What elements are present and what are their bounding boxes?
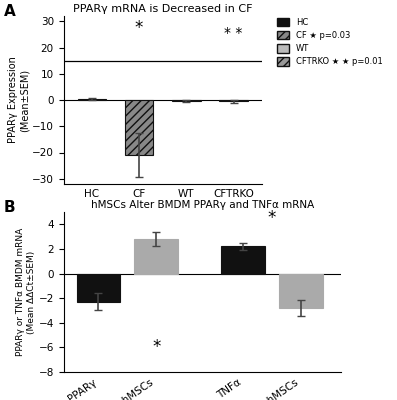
Y-axis label: PPARγ Expression
(Mean±SEM): PPARγ Expression (Mean±SEM) (8, 56, 29, 144)
Text: *: * (152, 338, 160, 356)
Bar (279, 274, 323, 308)
Text: B: B (4, 200, 15, 215)
Text: *: * (268, 209, 276, 227)
Title: PPARγ mRNA is Decreased in CF: PPARγ mRNA is Decreased in CF (73, 4, 252, 14)
Legend: HC, CF ★ p=0.03, WT, CFTRKO ★ ★ p=0.01: HC, CF ★ p=0.03, WT, CFTRKO ★ ★ p=0.01 (276, 17, 384, 67)
Bar (172, 100, 200, 101)
Text: * *: * * (224, 26, 243, 40)
Bar (221, 246, 265, 274)
Text: *: * (135, 19, 143, 37)
Text: A: A (4, 4, 16, 19)
Bar (220, 100, 248, 101)
Title: hMSCs Alter BMDM PPARγ and TNFα mRNA: hMSCs Alter BMDM PPARγ and TNFα mRNA (91, 200, 314, 210)
Y-axis label: PPARγ or TNFα BMDM mRNA
(Mean ΔΔCt±SEM): PPARγ or TNFα BMDM mRNA (Mean ΔΔCt±SEM) (16, 228, 36, 356)
Bar (78, 99, 106, 100)
Bar (77, 274, 120, 302)
Bar (135, 239, 178, 274)
Bar (125, 100, 153, 155)
